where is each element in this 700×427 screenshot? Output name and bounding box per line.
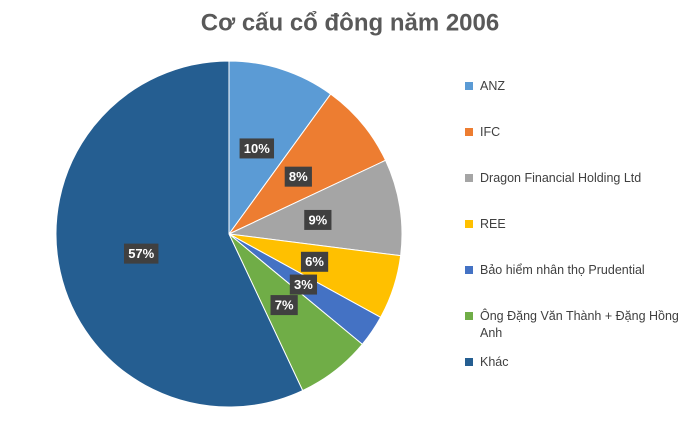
legend-item: REE [465, 216, 690, 262]
data-label-bg [304, 209, 332, 230]
legend-item: Dragon Financial Holding Ltd [465, 170, 690, 216]
data-label: 10% [244, 141, 270, 156]
legend-swatch [465, 82, 473, 90]
data-label: 6% [305, 254, 324, 269]
pie-slice [228, 60, 332, 236]
legend-item: Ông Đặng Văn Thành + Đặng Hồng Anh [465, 308, 690, 354]
data-label: 8% [289, 169, 308, 184]
pie-slice [227, 159, 403, 257]
data-label-bg [123, 243, 159, 264]
legend-label: Dragon Financial Holding Ltd [480, 171, 642, 185]
legend-swatch [465, 220, 473, 228]
legend-label: Bảo hiểm nhân thọ Prudential [480, 263, 645, 277]
legend-item: Bảo hiểm nhân thọ Prudential [465, 262, 690, 308]
data-label-bg [239, 138, 275, 159]
pie-slice [55, 60, 304, 408]
data-label: 3% [294, 277, 313, 292]
data-label-bg [300, 251, 329, 272]
legend-label: ANZ [480, 79, 505, 93]
legend-swatch [465, 312, 473, 320]
legend-item: IFC [465, 124, 690, 170]
legend: ANZ IFC Dragon Financial Holding Ltd REE Bảo… [465, 78, 690, 400]
chart-title: Cơ cấu cổ đông năm 2006 [201, 9, 499, 36]
data-label-bg [284, 166, 312, 187]
legend-label: REE [480, 217, 506, 231]
legend-label: Ông Đặng Văn Thành + Đặng Hồng Anh [480, 309, 679, 340]
data-label: 9% [308, 212, 327, 227]
legend-swatch [465, 174, 473, 182]
legend-swatch [465, 266, 473, 274]
legend-item: Khác [465, 354, 690, 400]
data-label: 7% [275, 298, 294, 313]
legend-swatch [465, 358, 473, 366]
legend-swatch [465, 128, 473, 136]
data-label: 57% [128, 246, 154, 261]
legend-label: Khác [480, 355, 509, 369]
legend-item: ANZ [465, 78, 690, 124]
legend-label: IFC [480, 125, 501, 139]
data-label-bg [270, 295, 298, 316]
data-label-bg [289, 274, 318, 295]
